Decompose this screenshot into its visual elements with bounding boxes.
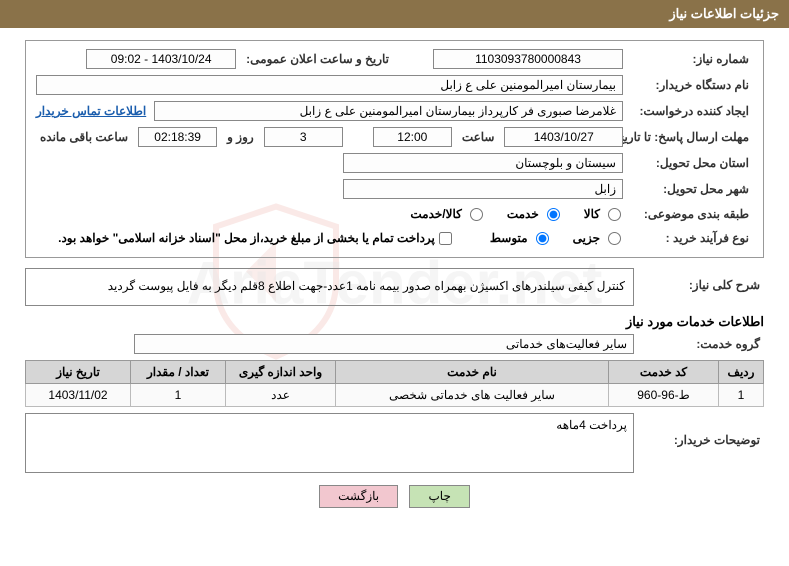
label-classification: طبقه بندی موضوعی: [623,205,753,223]
radio-goods[interactable] [608,208,621,221]
radio-partial-label: جزیی [573,231,600,245]
cell-unit: عدد [226,384,336,407]
row-buyer-org: نام دستگاه خریدار: بیمارستان امیرالمومنی… [36,75,753,95]
th-qty: تعداد / مقدار [131,361,226,384]
radio-partial[interactable] [608,232,621,245]
row-province: استان محل تحویل: سیستان و بلوچستان [36,153,753,173]
label-buyer-notes: توضیحات خریدار: [634,413,764,449]
table-row: 1 ط-96-960 سایر فعالیت های خدماتی شخصی ع… [26,384,764,407]
field-days-left: 3 [264,127,343,147]
radio-group-classification: کالا خدمت کالا/خدمت [392,207,623,221]
row-deadline: مهلت ارسال پاسخ: تا تاریخ: 1403/10/27 سا… [36,127,753,147]
label-time-left: ساعت باقی مانده [36,128,132,146]
radio-both[interactable] [470,208,483,221]
th-need-date: تاریخ نیاز [26,361,131,384]
label-need-desc: شرح کلی نیاز: [634,268,764,294]
button-row: چاپ بازگشت [25,485,764,508]
cell-row: 1 [719,384,764,407]
th-unit: واحد اندازه گیری [226,361,336,384]
page-title: جزئیات اطلاعات نیاز [669,6,779,21]
label-announce-dt: تاریخ و ساعت اعلان عمومی: [242,50,393,68]
buyer-notes-box: پرداخت 4ماهه [25,413,634,473]
radio-service-label: خدمت [507,207,539,221]
label-service-group: گروه خدمت: [634,335,764,353]
label-buyer-org: نام دستگاه خریدار: [623,76,753,94]
field-province: سیستان و بلوچستان [343,153,623,173]
row-need-number: شماره نیاز: 1103093780000843 تاریخ و ساع… [36,49,753,69]
table-header-row: ردیف کد خدمت نام خدمت واحد اندازه گیری ت… [26,361,764,384]
need-desc-box: کنترل کیفی سیلندرهای اکسیژن بهمراه صدور … [25,268,634,306]
th-name: نام خدمت [336,361,609,384]
field-buyer-org: بیمارستان امیرالمومنین علی ع زابل [36,75,623,95]
payment-note-text: پرداخت تمام یا بخشی از مبلغ خرید،از محل … [58,231,435,245]
row-buyer-notes: توضیحات خریدار: پرداخت 4ماهه [25,413,764,473]
field-reply-date: 1403/10/27 [504,127,623,147]
label-need-no: شماره نیاز: [623,50,753,68]
label-deadline: مهلت ارسال پاسخ: تا تاریخ: [623,128,753,146]
label-requester: ایجاد کننده درخواست: [623,102,753,120]
label-purchase-type: نوع فرآیند خرید : [623,229,753,247]
payment-checkbox-group: پرداخت تمام یا بخشی از مبلغ خرید،از محل … [58,231,452,245]
field-city: زابل [343,179,623,199]
print-button[interactable]: چاپ [409,485,469,508]
row-need-desc: شرح کلی نیاز: کنترل کیفی سیلندرهای اکسیژ… [25,268,764,306]
radio-medium-label: متوسط [490,231,528,245]
buyer-contact-link[interactable]: اطلاعات تماس خریدار [36,104,146,118]
payment-checkbox[interactable] [439,232,452,245]
page-title-bar: جزئیات اطلاعات نیاز [0,0,789,28]
form-panel: شماره نیاز: 1103093780000843 تاریخ و ساع… [25,40,764,258]
radio-both-label: کالا/خدمت [410,207,461,221]
th-row: ردیف [719,361,764,384]
field-need-no: 1103093780000843 [433,49,623,69]
field-reply-time: 12:00 [373,127,452,147]
label-city: شهر محل تحویل: [623,180,753,198]
cell-name: سایر فعالیت های خدماتی شخصی [336,384,609,407]
row-purchase-type: نوع فرآیند خرید : جزیی متوسط پرداخت تمام… [36,229,753,247]
cell-qty: 1 [131,384,226,407]
label-time-word: ساعت [458,128,499,146]
services-table: ردیف کد خدمت نام خدمت واحد اندازه گیری ت… [25,360,764,407]
radio-service[interactable] [547,208,560,221]
field-announce-dt: 1403/10/24 - 09:02 [86,49,236,69]
field-countdown: 02:18:39 [138,127,217,147]
radio-medium[interactable] [536,232,549,245]
row-requester: ایجاد کننده درخواست: غلامرضا صبوری فر کا… [36,101,753,121]
field-service-group: سایر فعالیت‌های خدماتی [134,334,634,354]
field-requester: غلامرضا صبوری فر کارپرداز بیمارستان امیر… [154,101,623,121]
th-code: کد خدمت [609,361,719,384]
row-service-group: گروه خدمت: سایر فعالیت‌های خدماتی [25,334,764,354]
row-city: شهر محل تحویل: زابل [36,179,753,199]
cell-need-date: 1403/11/02 [26,384,131,407]
cell-code: ط-96-960 [609,384,719,407]
label-province: استان محل تحویل: [623,154,753,172]
label-days-and: روز و [223,128,258,146]
row-classification: طبقه بندی موضوعی: کالا خدمت کالا/خدمت [36,205,753,223]
radio-group-purchase: جزیی متوسط [472,231,623,245]
radio-goods-label: کالا [584,207,600,221]
section-service-info: اطلاعات خدمات مورد نیاز [25,314,764,330]
back-button[interactable]: بازگشت [319,485,398,508]
